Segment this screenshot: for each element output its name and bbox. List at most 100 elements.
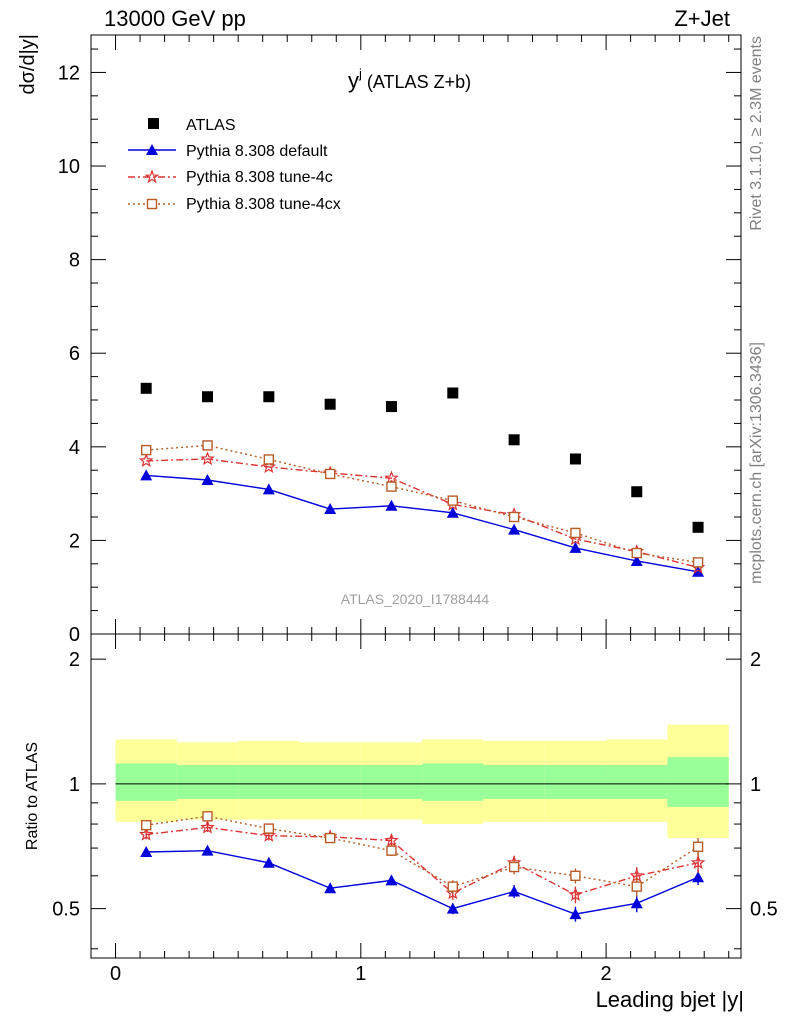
- ratio-point-tune4cx: [324, 832, 336, 844]
- plot-title-rest: (ATLAS Z+b): [362, 72, 471, 92]
- ratio-ytick-label: 0.5: [52, 899, 80, 921]
- main-point-tune4cx: [386, 481, 397, 492]
- main-point-tune4cx: [324, 468, 336, 480]
- ratio-point-default: [630, 897, 643, 909]
- ratio-ylabel: Ratio to ATLAS: [24, 742, 41, 850]
- ratio-point-tune4cx: [570, 870, 581, 882]
- legend-label-tune4c: Pythia 8.308 tune-4c: [186, 169, 333, 186]
- ratio-band-inner: [115, 763, 177, 801]
- legend-label-tune4cx: Pythia 8.308 tune-4cx: [186, 196, 341, 213]
- main-point-tune4cx: [692, 557, 704, 568]
- ratio-point-default: [201, 844, 214, 856]
- ratio-frame: [90, 633, 742, 959]
- main-point-default: [630, 554, 643, 566]
- ratio-ytick-label-right: 1: [750, 774, 761, 796]
- main-point-data: [508, 434, 520, 446]
- ratio-point-tune4cx: [447, 881, 458, 892]
- ratio-point-tune4cx: [508, 861, 520, 873]
- main-point-default: [324, 503, 337, 515]
- main-line-tune4c: [146, 458, 699, 569]
- ratio-point-default: [508, 885, 521, 897]
- legend-label-default: Pythia 8.308 default: [186, 143, 328, 160]
- ratio-band-inner: [544, 765, 607, 799]
- ratio-band-inner: [238, 765, 300, 799]
- ratio-ytick-label: 2: [69, 649, 80, 671]
- main-point-data: [263, 391, 275, 403]
- ratio-point-tune4cx: [386, 845, 397, 856]
- watermark: ATLAS_2020_I1788444: [341, 591, 490, 607]
- main-point-default: [692, 565, 705, 577]
- main-point-tune4c: [200, 451, 215, 466]
- main-point-default: [446, 506, 459, 518]
- main-point-tune4c: [384, 470, 399, 485]
- main-point-default: [262, 483, 275, 495]
- xtick-label: 2: [601, 963, 612, 985]
- main-ytick-label: 8: [69, 250, 80, 272]
- main-ytick-label: 12: [58, 62, 80, 84]
- ratio-band-inner: [422, 763, 484, 801]
- main-point-tune4c: [261, 459, 277, 474]
- plot-title-main: y: [348, 68, 359, 93]
- main-point-default: [140, 469, 153, 481]
- main-point-default: [201, 474, 214, 486]
- mcplots-label: mcplots.cern.ch [arXiv:1306.3436]: [748, 342, 765, 584]
- header-right: Z+Jet: [674, 6, 730, 31]
- main-point-tune4cx: [508, 511, 520, 523]
- ratio-point-default: [692, 871, 705, 883]
- ratio-point-default: [385, 874, 398, 886]
- main-line-default: [146, 474, 699, 573]
- ratio-panel: 0.5 0.5 1 1 2 2 0 1 2 Ratio to ATLAS Leading bje…: [24, 633, 778, 1012]
- main-point-data: [692, 521, 704, 533]
- ratio-point-default: [140, 845, 153, 857]
- xtick-label: 0: [110, 963, 121, 985]
- main-point-tune4cx: [140, 444, 152, 456]
- main-ytick-label: 2: [69, 530, 80, 552]
- main-point-tune4cx: [263, 454, 275, 465]
- ratio-point-default: [324, 882, 337, 894]
- main-point-tune4cx: [202, 440, 213, 451]
- main-point-data: [202, 391, 214, 403]
- main-point-data: [385, 401, 397, 413]
- ratio-point-tune4c: [690, 855, 706, 869]
- main-point-tune4cx: [631, 547, 642, 559]
- main-point-tune4c: [138, 453, 154, 468]
- ratio-line-tune4c: [146, 826, 699, 896]
- ratio-line-default: [146, 849, 699, 915]
- main-point-data: [324, 398, 336, 410]
- main-point-default: [569, 541, 582, 553]
- main-point-tune4cx: [570, 527, 581, 539]
- plot-title-sup: j: [358, 66, 362, 81]
- ratio-line-tune4cx: [146, 815, 699, 888]
- legend-marker-tune4c: [144, 169, 160, 184]
- main-point-data: [447, 387, 459, 399]
- main-ytick-label: 0: [69, 624, 80, 646]
- ratio-ytick-label-right: 0.5: [750, 899, 778, 921]
- main-line-tune4cx: [146, 444, 699, 564]
- ratio-point-tune4c: [568, 887, 583, 901]
- main-ytick-label: 4: [69, 437, 80, 459]
- legend-marker-atlas: [148, 118, 159, 129]
- ratio-ytick-label-right: 2: [750, 649, 761, 671]
- ratio-point-default: [569, 908, 582, 920]
- main-point-tune4cx: [447, 495, 458, 506]
- header-left: 13000 GeV pp: [104, 6, 246, 31]
- plot-title: yj (ATLAS Z+b): [348, 66, 471, 93]
- main-point-data: [140, 382, 152, 394]
- ratio-band-inner: [667, 757, 729, 807]
- legend-marker-tune4cx: [146, 198, 158, 210]
- xtick-label: 1: [355, 963, 366, 985]
- ratio-point-tune4c: [138, 826, 154, 841]
- main-point-data: [631, 486, 643, 498]
- ratio-point-default: [262, 856, 275, 868]
- ratio-band-inner: [606, 765, 668, 799]
- ratio-ytick-label: 1: [69, 774, 80, 796]
- ratio-point-tune4c: [384, 832, 399, 847]
- ratio-point-tune4c: [200, 819, 215, 834]
- main-ytick-label: 6: [69, 343, 80, 365]
- ratio-band-inner: [299, 765, 361, 799]
- ratio-point-tune4cx: [140, 819, 152, 831]
- ratio-band-inner: [360, 765, 423, 799]
- ratio-point-tune4cx: [692, 841, 704, 852]
- main-ytick-label: 10: [58, 156, 80, 178]
